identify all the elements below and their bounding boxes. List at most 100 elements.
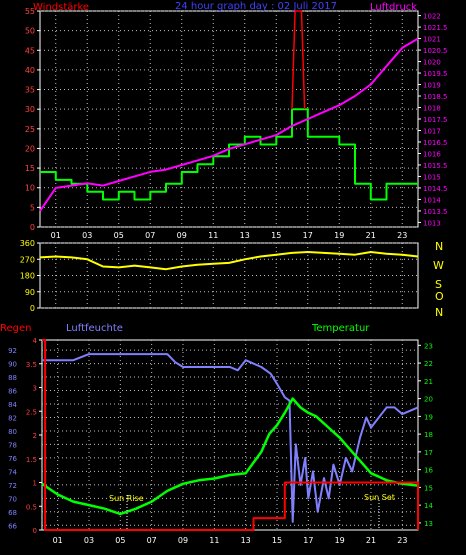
humidity-tick-label: 92 <box>8 347 17 355</box>
rain-tick-label: 4 <box>33 337 38 345</box>
pressure-tick-label: 1017 <box>423 127 441 135</box>
humidity-tick-label: 76 <box>8 455 17 463</box>
x-tick-label: 07 <box>147 536 157 545</box>
pressure-tick-label: 1017.5 <box>423 116 448 124</box>
humidity-line <box>42 353 419 523</box>
x-tick-label: 21 <box>366 231 376 240</box>
x-tick-label: 07 <box>145 231 155 240</box>
wind-tick-label: 10 <box>25 184 35 193</box>
humidity-tick-label: 86 <box>8 388 17 396</box>
x-tick-label: 09 <box>178 536 188 545</box>
compass-label-n-top: N <box>435 240 443 253</box>
pressure-tick-label: 1015.5 <box>423 162 448 170</box>
humidity-axis-ticks: 66 68 70 72 74 76 78 80 82 84 86 88 90 92 <box>8 347 17 530</box>
rain-humidity-temp-series <box>41 339 419 531</box>
temperature-tick-label: 15 <box>424 484 433 492</box>
pressure-tick-label: 1018.5 <box>423 93 448 101</box>
humidity-tick-label: 70 <box>8 495 17 503</box>
rain-humidity-temp-grid <box>42 340 418 530</box>
pressure-axis-ticks: 1013 1013.5 1014 1014.5 1015 1015.5 1016 1016.5… <box>418 13 448 227</box>
pressure-tick-label: 1014.5 <box>423 185 448 193</box>
humidity-tick-label: 68 <box>8 509 17 517</box>
x-tick-label: 21 <box>366 536 376 545</box>
humidity-tick-label: 72 <box>8 482 17 490</box>
x-tick-label: 13 <box>240 231 250 240</box>
rain-line <box>42 339 419 531</box>
x-tick-label: 05 <box>114 231 124 240</box>
x-tick-label: 05 <box>115 536 125 545</box>
humidity-tick-label: 90 <box>8 361 17 369</box>
pressure-tick-label: 1021.5 <box>423 24 448 32</box>
pressure-tick-label: 1020 <box>423 59 441 67</box>
pressure-tick-label: 1019 <box>423 82 441 90</box>
x-tick-label: 17 <box>303 536 313 545</box>
sun-rise-label: Sun Rise <box>109 494 144 503</box>
compass-label-s: S <box>435 278 442 291</box>
wind-tick-label: 35 <box>25 86 35 95</box>
rain-tick-label: 1 <box>33 480 37 488</box>
humidity-tick-label: 88 <box>8 374 17 382</box>
wind-tick-label: 0 <box>30 223 35 232</box>
pressure-tick-label: 1022 <box>423 13 441 21</box>
x-tick-label: 15 <box>272 536 282 545</box>
pressure-tick-label: 1021 <box>423 36 441 44</box>
wind-tick-label: 55 <box>25 7 35 16</box>
wind-pressure-x-ticks: 01 03 05 07 09 11 13 15 17 19 21 23 <box>51 231 408 240</box>
x-tick-label: 11 <box>209 536 219 545</box>
temperature-title: Temperatur <box>311 323 370 334</box>
wind-tick-label: 50 <box>25 27 35 36</box>
direction-grid <box>40 242 418 309</box>
x-tick-label: 13 <box>241 536 251 545</box>
x-tick-label: 01 <box>53 536 63 545</box>
graph-title: 24 hour graph day : 02 Juli 2017 <box>175 1 337 12</box>
direction-tick-label: 270 <box>20 255 35 264</box>
rain-tick-label: 3 <box>33 385 37 393</box>
sun-set-label: Sun Set <box>364 493 395 502</box>
wind-direction-line <box>39 251 419 271</box>
temperature-tick-label: 19 <box>424 413 433 421</box>
x-tick-label: 15 <box>271 231 281 240</box>
humidity-tick-label: 66 <box>8 522 17 530</box>
x-tick-label: 23 <box>397 536 407 545</box>
rain-tick-label: 0.5 <box>26 503 37 511</box>
wind-tick-label: 30 <box>25 105 35 114</box>
direction-tick-label: 90 <box>25 288 35 297</box>
pressure-tick-label: 1015 <box>423 173 441 181</box>
humidity-title: Luftfeuchte <box>66 323 123 334</box>
pressure-line <box>39 37 419 212</box>
x-tick-label: 03 <box>82 231 92 240</box>
compass-labels: N W S O N <box>433 240 444 319</box>
temperature-tick-label: 20 <box>424 396 433 404</box>
pressure-title: Luftdruck <box>370 2 417 13</box>
wind-speed-line <box>40 108 418 201</box>
temperature-tick-label: 13 <box>424 520 433 528</box>
rain-tick-label: 2.5 <box>26 408 37 416</box>
wind-tick-label: 40 <box>25 66 35 75</box>
direction-tick-label: 180 <box>20 272 35 281</box>
temperature-tick-label: 17 <box>424 449 433 457</box>
rain-axis-ticks: 0 0.5 1 1.5 2 2.5 3 3.5 4 <box>26 337 42 535</box>
rain-tick-label: 1.5 <box>26 456 37 464</box>
humidity-tick-label: 78 <box>8 441 17 449</box>
rain-title: Regen <box>0 323 32 334</box>
x-tick-label: 17 <box>303 231 313 240</box>
direction-axis-ticks: 0 90 180 270 360 <box>20 239 40 313</box>
humidity-tick-label: 82 <box>8 414 17 422</box>
rain-humidity-temp-x-ticks: 01 03 05 07 09 11 13 15 17 19 21 23 <box>53 536 408 545</box>
wind-pressure-series <box>39 10 419 212</box>
pressure-tick-label: 1018 <box>423 105 441 113</box>
compass-label-w: W <box>433 259 444 272</box>
direction-tick-label: 0 <box>30 304 35 313</box>
temperature-tick-label: 22 <box>424 360 433 368</box>
rain-tick-label: 2 <box>33 432 37 440</box>
x-tick-label: 09 <box>177 231 187 240</box>
x-tick-label: 01 <box>51 231 61 240</box>
wind-tick-label: 45 <box>25 46 35 55</box>
x-tick-label: 19 <box>334 231 344 240</box>
compass-label-n-bottom: N <box>435 306 443 319</box>
wind-title: Windstärke <box>33 2 89 13</box>
temperature-tick-label: 16 <box>424 467 433 475</box>
temperature-tick-label: 23 <box>424 342 433 350</box>
x-tick-label: 03 <box>84 536 94 545</box>
wind-tick-label: 20 <box>25 144 35 153</box>
